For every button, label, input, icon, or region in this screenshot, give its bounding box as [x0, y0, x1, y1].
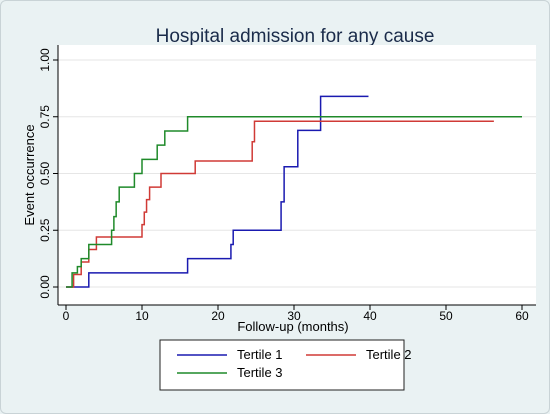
x-tick-label: 60 [515, 309, 529, 323]
x-axis-label: Follow-up (months) [237, 319, 348, 334]
y-tick-label: 0.00 [38, 275, 52, 299]
y-tick-label: 0.25 [38, 218, 52, 242]
y-axis-ticks: 0.00 0.25 0.50 0.75 1.00 [38, 48, 58, 299]
y-tick-label: 0.75 [38, 105, 52, 129]
series-line-tertile-1 [66, 95, 369, 288]
y-tick-label: 0.50 [38, 161, 52, 185]
x-tick-label: 10 [135, 309, 149, 323]
legend-label: Tertile 2 [366, 347, 412, 362]
x-tick-label: 0 [63, 309, 70, 323]
legend: Tertile 1 Tertile 2 Tertile 3 [177, 347, 412, 380]
x-tick-label: 30 [287, 309, 301, 323]
legend-label: Tertile 1 [237, 347, 283, 362]
series-line-tertile-3 [66, 116, 522, 288]
x-tick-label: 40 [363, 309, 377, 323]
y-tick-label: 1.00 [38, 48, 52, 72]
series-line-tertile-2 [66, 120, 494, 288]
x-axis-ticks: 0 10 20 30 40 50 60 [63, 305, 529, 323]
plot-area [58, 45, 536, 305]
legend-box [159, 339, 405, 391]
chart-title: Hospital admission for any cause [156, 26, 435, 47]
x-tick-label: 20 [211, 309, 225, 323]
y-axis-label: Event occurrence [22, 124, 37, 225]
x-tick-label: 50 [439, 309, 453, 323]
legend-label: Tertile 3 [237, 365, 283, 380]
series-lines [66, 95, 522, 288]
